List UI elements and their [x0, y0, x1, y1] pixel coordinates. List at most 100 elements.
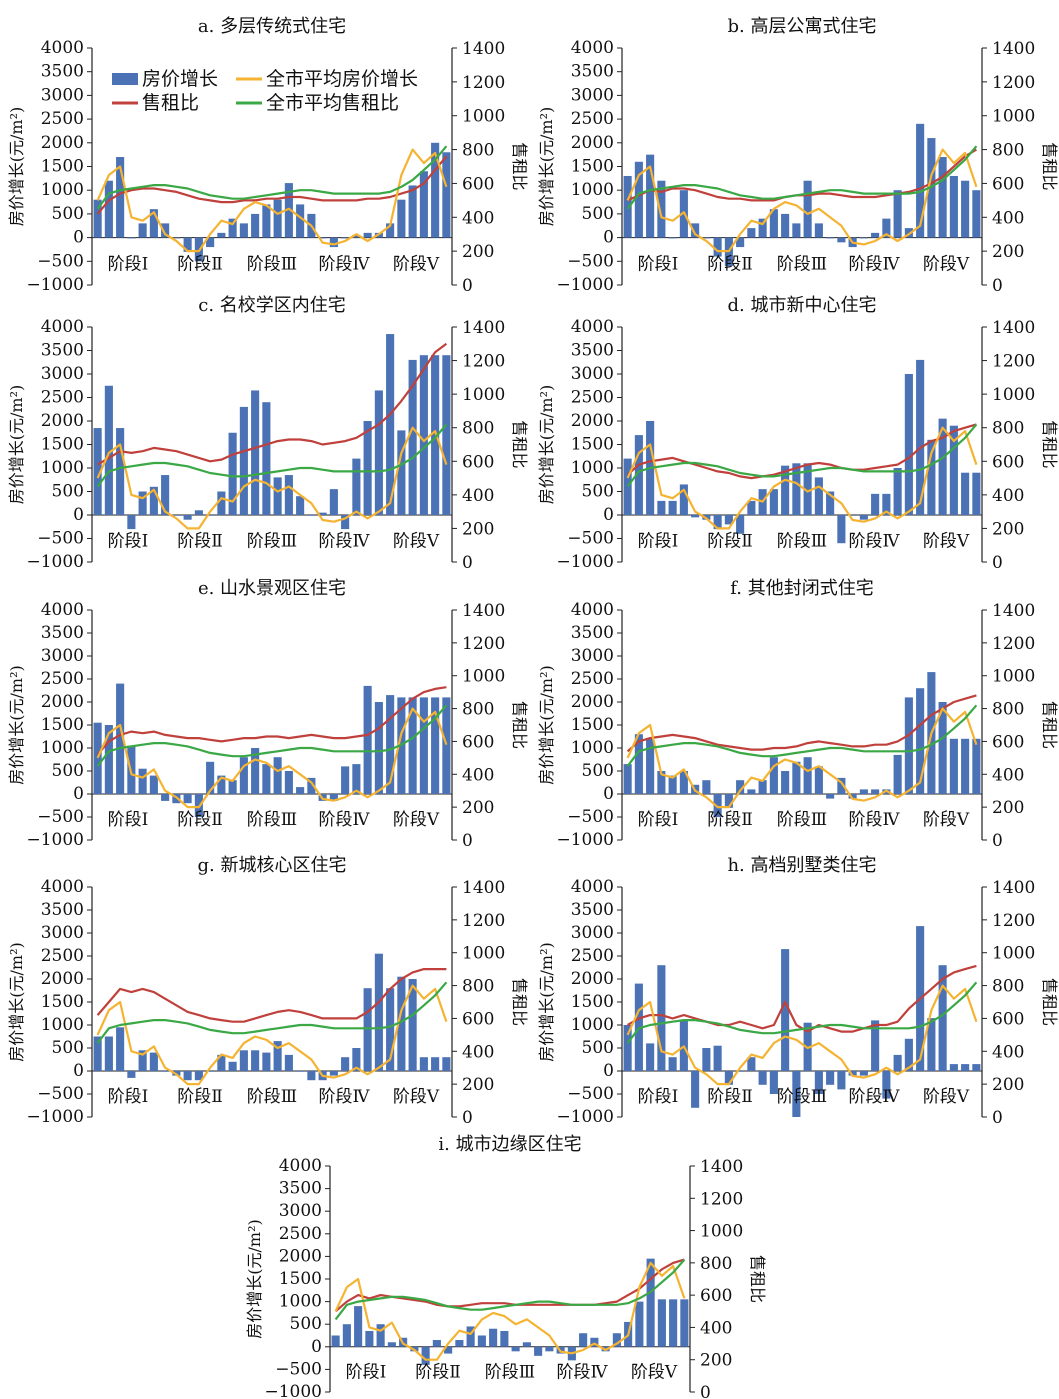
price-growth-bar: [837, 515, 846, 544]
price-growth-bar: [93, 199, 102, 238]
price-growth-bar: [138, 223, 147, 238]
price-growth-bar: [702, 780, 711, 794]
right-tick-label: 0: [992, 276, 1003, 296]
left-tick-label: 2500: [571, 109, 614, 129]
price-growth-bar: [273, 477, 282, 515]
right-tick-label: 1000: [462, 944, 505, 964]
left-tick-label: 3500: [571, 900, 614, 920]
left-tick-label: 2500: [41, 946, 84, 966]
price-growth-bar: [262, 1052, 271, 1071]
stage-label: 阶段Ⅲ: [777, 532, 827, 552]
left-tick-label: 0: [603, 228, 614, 248]
price-growth-bar: [228, 1061, 237, 1071]
right-tick-label: 1200: [992, 73, 1035, 93]
price-growth-bar: [217, 1054, 226, 1071]
price-growth-bar: [363, 232, 372, 238]
legend-bar-swatch: [112, 73, 138, 85]
price-growth-bar: [871, 1020, 880, 1071]
price-growth-bar: [442, 697, 451, 794]
right-tick-label: 1200: [700, 1189, 743, 1209]
right-tick-label: 1000: [462, 667, 505, 687]
price-growth-bar: [419, 1057, 428, 1071]
price-growth-bar: [826, 1071, 835, 1085]
price-growth-bar: [251, 1050, 260, 1071]
price-growth-bar: [228, 432, 237, 515]
stage-label: 阶段Ⅴ: [631, 1362, 678, 1382]
price-growth-bar: [431, 142, 440, 238]
price-growth-bar: [736, 780, 745, 794]
price-growth-bar: [724, 515, 733, 525]
price-growth-bar: [374, 390, 383, 515]
price-growth-bar: [803, 180, 812, 238]
stage-label: 阶段Ⅱ: [707, 532, 753, 552]
left-tick-label: −500: [567, 1084, 614, 1104]
city-avg-growth-line: [626, 984, 978, 1086]
right-tick-label: 600: [992, 452, 1024, 472]
stage-label: 阶段Ⅴ: [923, 532, 970, 552]
right-tick-label: 800: [462, 141, 494, 161]
left-tick-label: 3500: [279, 1179, 322, 1199]
price-growth-bar: [792, 761, 801, 794]
right-tick-label: 200: [992, 242, 1024, 262]
left-tick-label: 3000: [571, 923, 614, 943]
legend-orange-label: 全市平均房价增长: [266, 68, 418, 90]
price-growth-bar: [251, 213, 260, 238]
price-growth-bar: [916, 359, 925, 515]
price-growth-bar: [329, 489, 338, 515]
left-tick-label: 500: [582, 482, 614, 502]
left-tick-label: 1500: [41, 435, 84, 455]
right-tick-label: 1400: [462, 878, 505, 898]
left-tick-label: −500: [37, 251, 84, 271]
left-tick-label: 3000: [571, 364, 614, 384]
chart-panel: e. 山水景观区住宅400035003000250020001500100050…: [7, 578, 529, 851]
left-tick-label: 4000: [41, 38, 84, 58]
city-avg-growth-line: [96, 148, 448, 253]
sale-rent-ratio-line: [96, 686, 447, 756]
price-growth-bar: [511, 1346, 520, 1352]
right-tick-label: 0: [700, 1383, 711, 1399]
chart-panel: a. 多层传统式住宅400035003000250020001500100050…: [7, 16, 529, 296]
price-growth-bar: [116, 157, 125, 238]
price-growth-bar: [352, 235, 361, 238]
price-growth-bar: [859, 1071, 868, 1076]
left-tick-label: 1000: [279, 1292, 322, 1312]
price-growth-bar: [916, 688, 925, 794]
price-growth-bar: [893, 1054, 902, 1071]
price-growth-bar: [792, 1071, 801, 1117]
right-tick-label: 1200: [992, 634, 1035, 654]
sale-rent-ratio-line: [626, 694, 977, 753]
city-avg-ratio-line: [96, 981, 448, 1044]
price-growth-bar: [612, 1333, 621, 1347]
left-tick-label: 3000: [41, 85, 84, 105]
right-tick-label: 800: [992, 977, 1024, 997]
price-growth-bar: [882, 493, 891, 515]
right-tick-label: 1000: [992, 944, 1035, 964]
price-growth-bar: [590, 1337, 599, 1347]
price-growth-bar: [206, 237, 215, 248]
price-growth-bar: [848, 515, 857, 516]
price-growth-bar: [769, 757, 778, 794]
city-avg-ratio-line: [96, 704, 448, 767]
right-tick-label: 600: [462, 174, 494, 194]
price-growth-bar: [803, 757, 812, 794]
left-tick-label: 1000: [41, 180, 84, 200]
left-tick-label: −1000: [556, 830, 614, 850]
price-growth-bar: [104, 1036, 113, 1071]
left-tick-label: −1000: [26, 552, 84, 572]
right-tick-label: 0: [462, 276, 473, 296]
left-tick-label: −500: [37, 807, 84, 827]
stage-label: 阶段Ⅴ: [393, 532, 440, 552]
price-growth-bar: [408, 359, 417, 515]
price-growth-bar: [961, 1064, 970, 1071]
left-tick-label: −500: [275, 1359, 322, 1379]
left-tick-label: 2500: [279, 1224, 322, 1244]
price-growth-bar: [318, 237, 327, 239]
chart-panel: c. 名校学区内住宅400035003000250020001500100050…: [7, 295, 529, 573]
right-tick-label: 1000: [700, 1222, 743, 1242]
right-tick-label: 1200: [462, 911, 505, 931]
stage-label: 阶段Ⅳ: [557, 1362, 609, 1382]
left-tick-label: −1000: [26, 275, 84, 295]
price-growth-bar: [657, 771, 666, 794]
price-growth-bar: [522, 1342, 531, 1347]
city-avg-growth-line: [96, 984, 448, 1086]
